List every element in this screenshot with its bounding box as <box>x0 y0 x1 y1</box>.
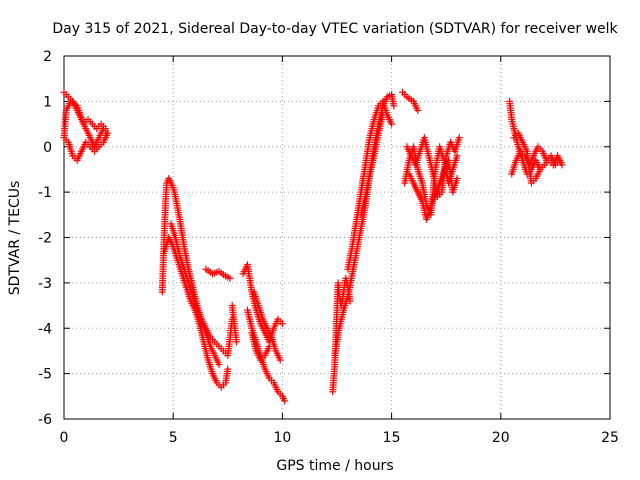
data-point <box>233 338 241 346</box>
x-tick-label: 0 <box>60 430 69 446</box>
axis-ticks <box>63 55 611 420</box>
y-tick-label: 1 <box>43 94 52 110</box>
y-tick-label: -3 <box>38 276 52 292</box>
y-tick-label: -6 <box>38 412 52 428</box>
data-point <box>414 106 422 114</box>
y-tick-label: -2 <box>38 231 52 247</box>
data-point <box>215 361 223 369</box>
data-point <box>455 134 463 142</box>
data-point <box>379 111 387 119</box>
y-tick-label: -5 <box>38 367 52 383</box>
data-point <box>265 342 273 350</box>
x-tick-label: 15 <box>383 430 401 446</box>
y-tick-label: -1 <box>38 185 52 201</box>
y-tick-label: -4 <box>38 321 52 337</box>
y-tick-label: 2 <box>43 49 52 65</box>
data-point <box>278 320 286 328</box>
x-tick-label: 25 <box>601 430 619 446</box>
y-axis-label: SDTVAR / TECUs <box>7 181 23 296</box>
y-tick-label: 0 <box>43 140 52 156</box>
data-point <box>453 152 461 160</box>
x-axis-label: GPS time / hours <box>276 458 393 474</box>
data-point <box>390 102 398 110</box>
data-point <box>224 365 232 373</box>
data-point <box>558 161 566 169</box>
data-point <box>536 165 544 173</box>
data-point <box>556 156 564 164</box>
data-point <box>453 175 461 183</box>
y-tick-labels: -6 -5 -4 -3 -2 -1 0 1 2 <box>38 49 52 428</box>
data-point <box>101 125 109 133</box>
data-point <box>281 397 289 405</box>
x-tick-label: 10 <box>273 430 291 446</box>
x-tick-label: 5 <box>169 430 178 446</box>
x-tick-labels: 0 5 10 15 20 25 <box>60 430 619 446</box>
x-tick-label: 20 <box>492 430 510 446</box>
data-point <box>276 356 284 364</box>
data-points <box>60 88 566 405</box>
data-point <box>226 274 234 282</box>
chart-title: Day 315 of 2021, Sidereal Day-to-day VTE… <box>52 21 618 37</box>
data-point <box>388 120 396 128</box>
